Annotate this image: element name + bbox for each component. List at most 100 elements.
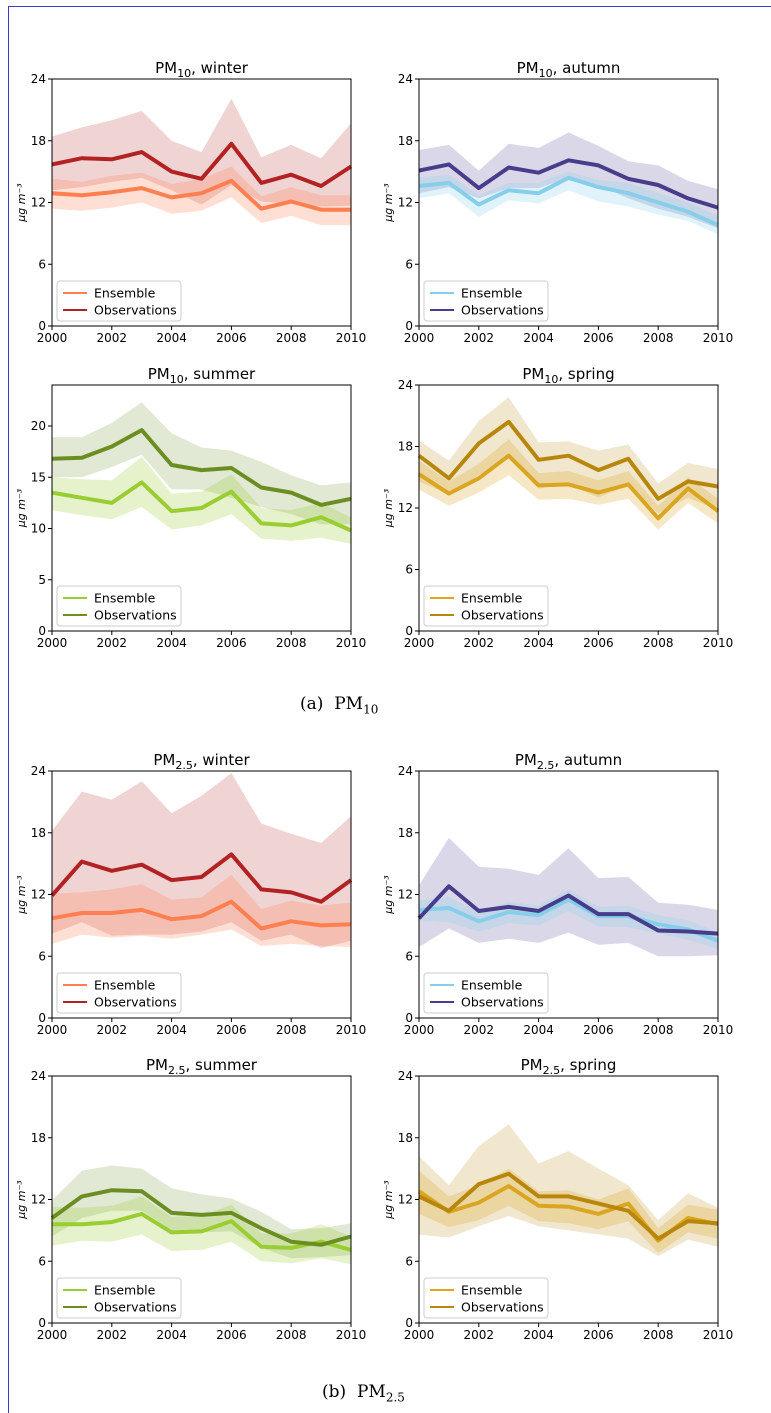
x-tick-label: 2010 [703, 636, 734, 650]
y-tick-label: 18 [31, 826, 46, 840]
x-tick-label: 2006 [583, 1328, 614, 1342]
y-tick-label: 12 [31, 888, 46, 902]
line-ensemble [51, 178, 351, 212]
x-tick-label: 2006 [216, 1328, 247, 1342]
line-observations [51, 141, 353, 188]
y-axis-label: μg m⁻³ [382, 183, 395, 223]
chart-title: PM10, summer [148, 365, 256, 386]
y-tick-label: 24 [398, 72, 413, 86]
y-tick-label: 6 [38, 257, 46, 271]
y-tick-label: 6 [38, 949, 46, 963]
x-tick-label: 2000 [37, 1023, 68, 1037]
y-tick-label: 0 [405, 319, 413, 333]
x-tick-label: 2008 [643, 331, 674, 345]
x-tick-label: 2004 [156, 636, 187, 650]
x-tick-label: 2010 [336, 1328, 367, 1342]
y-tick-label: 12 [31, 196, 46, 210]
y-axis-label: μg m⁻³ [15, 488, 28, 528]
line-observations [418, 158, 719, 210]
legend-box [423, 280, 549, 322]
legend-label: Observations [94, 608, 177, 623]
legend-label: Observations [94, 1300, 177, 1315]
x-tick-label: 2006 [583, 331, 614, 345]
y-tick-label: 12 [31, 1193, 46, 1207]
y-axis-label: μg m⁻³ [382, 488, 395, 528]
y-tick-label: 6 [405, 257, 413, 271]
band-observations [52, 402, 351, 525]
line-observations [50, 852, 353, 904]
legend-label: Ensemble [94, 1283, 156, 1298]
document-frame [8, 6, 771, 1413]
legend-box [423, 585, 549, 627]
chart-title: PM10, spring [522, 365, 614, 386]
band-observations [419, 132, 718, 229]
line-observations [51, 428, 352, 507]
x-tick-label: 2002 [464, 1328, 495, 1342]
legend-label: Ensemble [461, 286, 523, 301]
chart-pm10-summer: 2000 2002 2004 2006 2008 2010 0 5 10 15 20 μg m⁻³ PM… [15, 365, 366, 650]
y-tick-label: 12 [398, 1193, 413, 1207]
x-tick-label: 2010 [336, 1023, 367, 1037]
band-observations [52, 773, 351, 948]
chart-pm25-autumn: 2000 2002 2004 2006 2008 2010 0 6 12 18 24 μg m⁻³ PM… [382, 751, 733, 1037]
x-tick-label: 2010 [703, 1328, 734, 1342]
band-ensemble [419, 1168, 718, 1253]
legend-box [56, 972, 182, 1014]
y-tick-label: 6 [405, 949, 413, 963]
y-tick-label: 0 [405, 1011, 413, 1025]
y-axis-label: μg m⁻³ [15, 183, 28, 223]
x-tick-label: 2010 [703, 331, 734, 345]
legend-label: Ensemble [461, 978, 523, 993]
y-tick-label: 0 [38, 319, 46, 333]
y-tick-label: 18 [398, 826, 413, 840]
legend-label: Observations [461, 1300, 544, 1315]
x-tick-label: 2010 [336, 636, 367, 650]
legend-label: Observations [461, 995, 544, 1010]
x-tick-label: 2008 [643, 1328, 674, 1342]
line-observations [417, 419, 719, 501]
x-tick-label: 2006 [216, 331, 247, 345]
chart-title: PM10, winter [155, 59, 249, 80]
y-tick-label: 6 [405, 563, 413, 577]
caption-b: (b) PM2.5 [322, 1382, 405, 1405]
x-tick-label: 2002 [97, 1023, 128, 1037]
x-tick-label: 2004 [156, 1023, 187, 1037]
legend-label: Ensemble [94, 286, 156, 301]
chart-title: PM10, autumn [517, 59, 621, 80]
x-tick-label: 2000 [404, 1328, 435, 1342]
y-tick-label: 0 [38, 1011, 46, 1025]
legend-box [423, 972, 549, 1014]
y-axis-label: μg m⁻³ [15, 1180, 28, 1220]
x-tick-label: 2006 [583, 636, 614, 650]
legend-label: Ensemble [94, 978, 156, 993]
y-tick-label: 18 [398, 134, 413, 148]
plot-frame [51, 384, 352, 632]
legend-label: Ensemble [461, 1283, 523, 1298]
line-ensemble [51, 480, 352, 533]
legend-box [56, 585, 182, 627]
x-tick-label: 2004 [523, 1328, 554, 1342]
band-ensemble [52, 874, 351, 947]
chart-title: PM2.5, summer [146, 1056, 258, 1077]
legend-label: Observations [94, 995, 177, 1010]
chart-pm25-summer: 2000 2002 2004 2006 2008 2010 0 6 12 18 24 μg m⁻³ PM… [15, 1056, 366, 1342]
legend-label: Observations [94, 303, 177, 318]
chart-pm25-spring: 2000 2002 2004 2006 2008 2010 0 6 12 18 24 μg m⁻³ PM… [382, 1056, 733, 1342]
y-axis-label: μg m⁻³ [382, 875, 395, 915]
legend-label: Observations [461, 303, 544, 318]
x-tick-label: 2006 [583, 1023, 614, 1037]
y-tick-label: 12 [398, 501, 413, 515]
x-tick-label: 2008 [276, 1023, 307, 1037]
x-tick-label: 2008 [276, 331, 307, 345]
x-tick-label: 2000 [404, 331, 435, 345]
y-tick-label: 0 [405, 1316, 413, 1330]
band-ensemble [52, 166, 351, 226]
y-tick-label: 10 [31, 522, 46, 536]
chart-pm10-spring: 2000 2002 2004 2006 2008 2010 0 6 12 18 24 μg m⁻³ PM… [382, 365, 733, 650]
x-tick-label: 2004 [523, 1023, 554, 1037]
y-tick-label: 18 [31, 134, 46, 148]
x-tick-label: 2008 [276, 1328, 307, 1342]
y-tick-label: 12 [398, 888, 413, 902]
chart-title: PM2.5, winter [153, 751, 250, 772]
